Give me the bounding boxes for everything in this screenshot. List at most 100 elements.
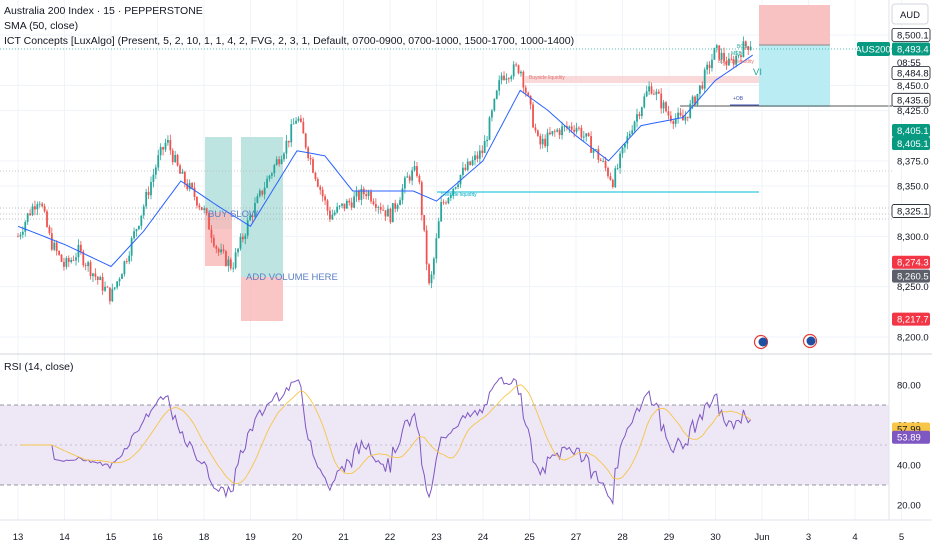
candle-body [89, 262, 92, 277]
ict-legend[interactable]: ICT Concepts [LuxAlgo] (Present, 5, 2, 1… [4, 35, 575, 47]
candle-body [384, 210, 387, 217]
candle-body [251, 215, 254, 217]
currency-button[interactable]: AUD [891, 3, 929, 25]
candle-body [655, 91, 658, 95]
candle-body [145, 191, 148, 207]
candle-body [599, 159, 602, 161]
time-tick-label: 28 [617, 532, 628, 543]
candle-body [48, 226, 51, 234]
candle-body [619, 153, 621, 169]
news-event-icon[interactable] [753, 334, 769, 350]
price-tag-label: 8,405.1 [897, 126, 929, 137]
candle-body [198, 205, 201, 208]
buyside-liquidity-top-label: Buyside liquidity [718, 59, 754, 65]
candle-body [396, 205, 399, 209]
price-tag-label: 8,484.8 [897, 69, 929, 80]
candle-body [481, 150, 484, 154]
time-tick-label: 16 [152, 532, 163, 543]
bos-label: BOS [737, 44, 748, 50]
candle-body [336, 206, 339, 213]
candle-body [602, 160, 605, 162]
price-tag-label: 8,405.1 [897, 139, 929, 150]
price-tag-label: 8,274.3 [897, 258, 929, 269]
candle-body [587, 133, 590, 137]
candle-body [222, 249, 225, 252]
candle-body [96, 276, 99, 281]
candle-body [321, 189, 324, 197]
ob-label: +OB [733, 96, 744, 102]
candle-body [55, 242, 58, 251]
time-tick-label: 19 [245, 532, 256, 543]
candle-body [154, 167, 157, 175]
candle-body [609, 176, 612, 180]
candle-body [611, 179, 614, 188]
candle-body [624, 143, 626, 148]
rsi-value-tag [892, 430, 930, 444]
candle-body [580, 127, 583, 138]
candle-body [84, 265, 87, 267]
candle-body [650, 86, 653, 94]
candle-body [672, 121, 675, 124]
candle-body [628, 133, 631, 137]
candle-body [152, 174, 155, 182]
candle-body [130, 238, 133, 256]
time-tick-label: 27 [571, 532, 582, 543]
candle-body [403, 177, 406, 189]
candle-body [60, 254, 63, 262]
candle-body [742, 41, 745, 58]
candle-body [607, 167, 609, 177]
candle-body [420, 182, 423, 216]
candle-body [684, 116, 687, 121]
candle-body [725, 61, 728, 66]
candle-body [621, 147, 624, 154]
candle-body [169, 139, 172, 151]
candle-body [474, 155, 476, 161]
candle-body [660, 93, 663, 109]
price-tag [892, 312, 930, 326]
candle-body [573, 129, 576, 132]
candle-body [31, 206, 34, 216]
candle-body [113, 287, 116, 289]
price-tick-label: 8,350.0 [897, 182, 929, 193]
time-tick-label: 20 [292, 532, 303, 543]
candle-body [631, 130, 634, 134]
news-event-icon[interactable] [802, 333, 818, 349]
candle-body [585, 133, 588, 137]
time-tick-label: 15 [106, 532, 117, 543]
candle-body [425, 230, 428, 265]
candle-body [159, 147, 162, 156]
candle-body [711, 59, 713, 69]
symbol-legend[interactable]: Australia 200 Index · 15 · PEPPERSTONE [4, 5, 203, 17]
candle-body [316, 179, 319, 187]
rsi-legend[interactable]: RSI (14, close) [4, 361, 74, 373]
candle-body [597, 149, 600, 160]
rsi-value-label: 57.99 [897, 425, 921, 436]
bar-countdown: 08:55 [897, 58, 921, 69]
candle-body [191, 183, 193, 188]
candle-body [106, 286, 109, 288]
candle-body [38, 203, 41, 205]
candle-body [575, 127, 578, 132]
position-reward-zone [759, 45, 830, 107]
price-tick-label: 8,200.0 [897, 333, 929, 344]
candle-body [101, 277, 104, 291]
time-tick-label: Jun [754, 532, 769, 543]
candle-body [636, 114, 638, 122]
candle-body [29, 213, 31, 216]
candle-body [79, 244, 82, 252]
candle-body [36, 204, 39, 210]
candle-body [164, 142, 167, 150]
time-axis[interactable]: 13141516181920212223242527282930Jun3456 [13, 532, 932, 543]
candle-body [19, 234, 22, 237]
candle-body [416, 166, 418, 176]
candle-body [522, 71, 525, 88]
candle-body [58, 250, 61, 255]
sma-legend[interactable]: SMA (50, close) [4, 20, 79, 32]
candle-body [706, 64, 709, 70]
candle-body [478, 150, 481, 159]
candle-body [314, 172, 317, 180]
candle-body [116, 281, 119, 288]
